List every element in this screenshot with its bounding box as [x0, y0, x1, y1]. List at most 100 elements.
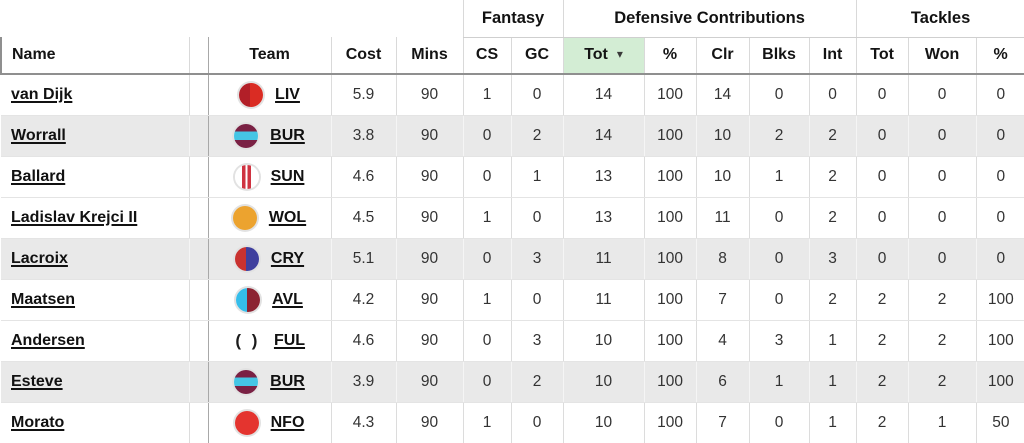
player-name-cell: Maatsen — [1, 279, 189, 321]
team-code-link[interactable]: NFO — [270, 413, 305, 431]
cell-mins: 90 — [395, 74, 464, 116]
team-cell: SUN — [207, 156, 331, 198]
cell-blks: 0 — [748, 74, 810, 116]
cell-dc_tot: 13 — [562, 156, 645, 198]
column-header-spacer — [188, 37, 208, 75]
player-name-cell: Ballard — [1, 156, 189, 198]
team-code-link[interactable]: AVL — [272, 290, 303, 308]
column-header-dc-total-sorted[interactable]: Tot ▾ — [562, 37, 645, 75]
player-name-link[interactable]: Ladislav Krejci II — [11, 208, 138, 226]
player-name-cell: Esteve — [1, 361, 189, 403]
player-name-cell: Lacroix — [1, 238, 189, 280]
column-header-tackles-won[interactable]: Won — [907, 37, 977, 75]
cell-blks: 0 — [748, 238, 810, 280]
cell-clr: 4 — [695, 320, 750, 362]
cell-gc: 0 — [510, 402, 564, 443]
spacer-cell — [188, 197, 208, 239]
column-header-tackles-total[interactable]: Tot — [855, 37, 909, 75]
group-header-defensive-contributions: Defensive Contributions — [562, 0, 857, 38]
cell-won: 0 — [907, 115, 977, 157]
team-cell: LIV — [207, 74, 331, 116]
cell-dc_tot: 13 — [562, 197, 645, 239]
spacer-cell — [188, 115, 208, 157]
player-name-cell: Worrall — [1, 115, 189, 157]
column-header-team[interactable]: Team — [207, 37, 331, 75]
cell-cost: 3.8 — [330, 115, 396, 157]
player-row: Morato NFO 4.3 90 1 0 10 100 7 0 1 2 1 50 — [1, 402, 1024, 443]
team-badge-icon — [234, 164, 259, 189]
team-code-link[interactable]: SUN — [270, 167, 305, 185]
spacer-cell — [188, 74, 208, 116]
cell-cs: 0 — [462, 156, 512, 198]
team-cell: WOL — [207, 197, 331, 239]
team-badge-icon — [234, 123, 259, 148]
player-name-link[interactable]: Maatsen — [11, 290, 76, 308]
cell-int: 2 — [808, 279, 857, 321]
cell-dc_tot: 11 — [562, 238, 645, 280]
cell-cost: 3.9 — [330, 361, 396, 403]
team-code-link[interactable]: BUR — [270, 372, 305, 390]
cell-gc: 2 — [510, 115, 564, 157]
cell-tk_tot: 0 — [855, 156, 909, 198]
team-cell: CRY — [207, 238, 331, 280]
cell-int: 3 — [808, 238, 857, 280]
team-cell-content: BUR — [209, 116, 331, 156]
player-name-link[interactable]: Lacroix — [11, 249, 68, 267]
player-name-link[interactable]: Ballard — [11, 167, 66, 185]
spacer-cell — [188, 156, 208, 198]
cell-int: 1 — [808, 361, 857, 403]
team-badge-icon — [234, 410, 259, 435]
cell-blks: 2 — [748, 115, 810, 157]
column-header-dc-percent[interactable]: % — [643, 37, 697, 75]
column-header-mins[interactable]: Mins — [395, 37, 464, 75]
column-header-name[interactable]: Name — [0, 37, 189, 75]
team-cell-content: CRY — [209, 239, 331, 279]
cell-tk_pct: 100 — [975, 361, 1024, 403]
cell-tk_pct: 50 — [975, 402, 1024, 443]
player-name-link[interactable]: van Dijk — [11, 85, 73, 103]
cell-clr: 14 — [695, 74, 750, 116]
player-name-link[interactable]: Esteve — [11, 372, 63, 390]
player-name-link[interactable]: Andersen — [11, 331, 85, 349]
cell-tk_pct: 100 — [975, 320, 1024, 362]
cell-cs: 1 — [462, 402, 512, 443]
team-code-link[interactable]: FUL — [273, 331, 306, 349]
cell-dc_pct: 100 — [643, 156, 697, 198]
team-code-link[interactable]: LIV — [275, 85, 300, 103]
cell-int: 1 — [808, 402, 857, 443]
team-cell-content: NFO — [209, 403, 331, 443]
column-header-gc[interactable]: GC — [510, 37, 564, 75]
column-header-interceptions[interactable]: Int — [808, 37, 857, 75]
column-header-cost[interactable]: Cost — [330, 37, 396, 75]
cell-cs: 1 — [462, 279, 512, 321]
team-code-link[interactable]: WOL — [268, 208, 307, 226]
cell-dc_pct: 100 — [643, 197, 697, 239]
cell-won: 2 — [907, 279, 977, 321]
column-header-clearances[interactable]: Clr — [695, 37, 750, 75]
cell-gc: 3 — [510, 320, 564, 362]
cell-cost: 4.5 — [330, 197, 396, 239]
cell-tk_tot: 2 — [855, 402, 909, 443]
cell-won: 2 — [907, 320, 977, 362]
player-name-link[interactable]: Worrall — [11, 126, 66, 144]
cell-gc: 0 — [510, 279, 564, 321]
team-code-link[interactable]: BUR — [270, 126, 305, 144]
team-code-link[interactable]: CRY — [270, 249, 305, 267]
player-name-link[interactable]: Morato — [11, 413, 65, 431]
cell-dc_tot: 10 — [562, 402, 645, 443]
sort-descending-icon: ▾ — [616, 47, 623, 62]
cell-tk_pct: 100 — [975, 279, 1024, 321]
cell-mins: 90 — [395, 279, 464, 321]
column-header-tackles-percent[interactable]: % — [975, 37, 1024, 75]
cell-blks: 0 — [748, 402, 810, 443]
cell-dc_pct: 100 — [643, 279, 697, 321]
cell-dc_tot: 14 — [562, 74, 645, 116]
cell-tk_tot: 0 — [855, 238, 909, 280]
cell-dc_tot: 10 — [562, 320, 645, 362]
column-header-blocks[interactable]: Blks — [748, 37, 810, 75]
cell-cs: 0 — [462, 238, 512, 280]
team-badge-icon — [234, 369, 259, 394]
column-header-cs[interactable]: CS — [462, 37, 512, 75]
cell-dc_pct: 100 — [643, 74, 697, 116]
cell-clr: 7 — [695, 279, 750, 321]
